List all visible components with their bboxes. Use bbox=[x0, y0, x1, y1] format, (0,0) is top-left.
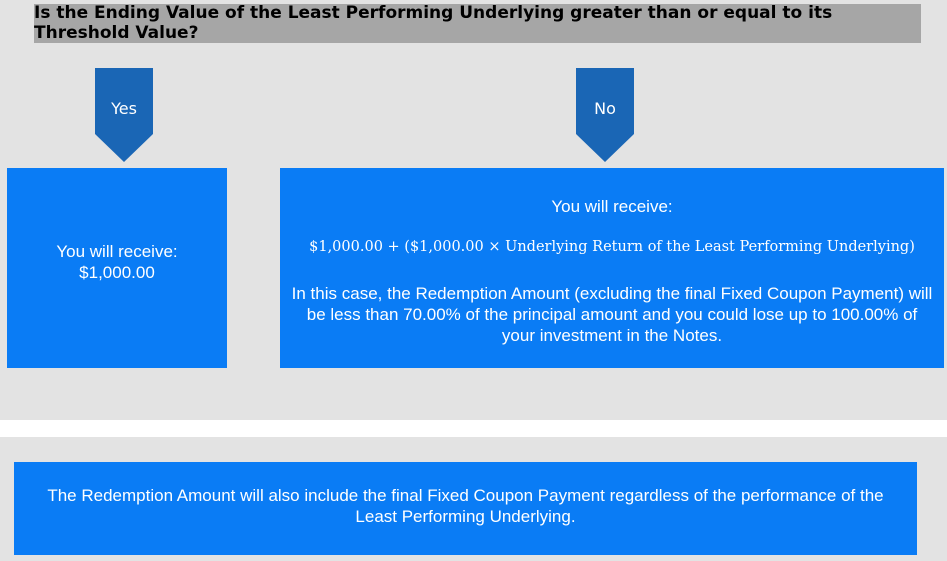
yes-receive-amount: $1,000.00 bbox=[79, 263, 155, 282]
down-arrow-icon bbox=[576, 68, 634, 162]
yes-outcome-box: You will receive: $1,000.00 bbox=[7, 168, 227, 368]
decision-question: Is the Ending Value of the Least Perform… bbox=[34, 3, 921, 43]
no-label: No bbox=[594, 99, 616, 118]
no-payout-formula: $1,000.00 + ($1,000.00 × Underlying Retu… bbox=[309, 239, 915, 255]
no-outcome-box: You will receive: $1,000.00 + ($1,000.00… bbox=[280, 168, 944, 368]
coupon-note-text: The Redemption Amount will also include … bbox=[47, 485, 884, 526]
yes-label: Yes bbox=[111, 99, 137, 118]
no-receive-text: You will receive: bbox=[551, 197, 673, 216]
down-arrow-icon bbox=[95, 68, 153, 162]
yes-receive-text: You will receive: bbox=[56, 242, 178, 261]
no-arrow: No bbox=[576, 68, 634, 162]
yes-arrow: Yes bbox=[95, 68, 153, 162]
coupon-note-box: The Redemption Amount will also include … bbox=[14, 462, 917, 555]
no-loss-note: In this case, the Redemption Amount (exc… bbox=[291, 284, 933, 345]
